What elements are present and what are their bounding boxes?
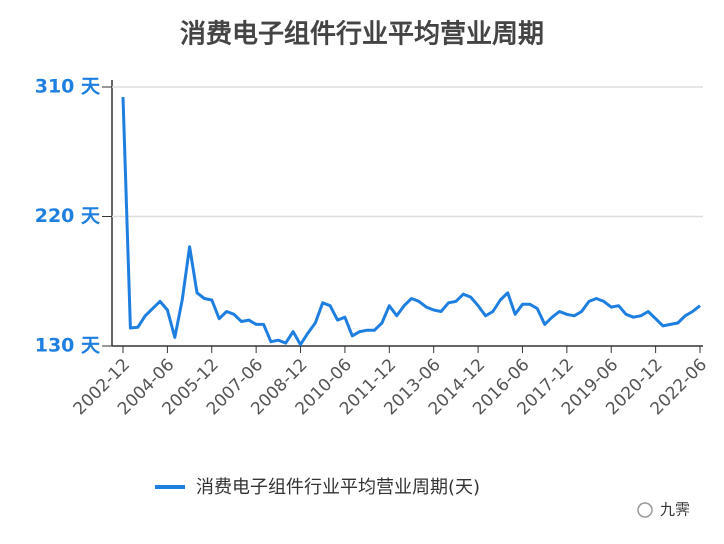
watermark-icon <box>637 502 653 518</box>
y-tick-label: 310 天 <box>35 76 101 98</box>
y-tick-label: 220 天 <box>35 205 101 227</box>
line-series <box>121 97 701 347</box>
chart-title: 消费电子组件行业平均营业周期 <box>180 19 544 50</box>
legend-label: 消费电子组件行业平均营业周期(天) <box>196 477 480 498</box>
watermark: 九霁 <box>660 501 690 519</box>
y-tick-label: 130 天 <box>35 335 101 357</box>
